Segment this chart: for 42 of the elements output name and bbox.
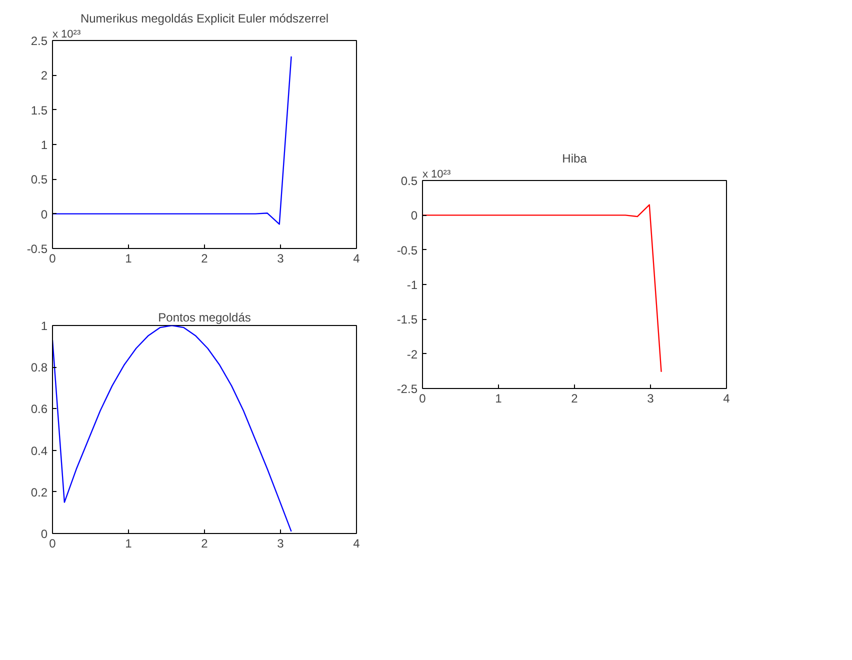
y-tick-label: 0.2 <box>30 485 48 500</box>
x-tick-label: 1 <box>125 252 132 266</box>
y-tick-label: -1 <box>406 278 418 292</box>
y-tick-label: 0.5 <box>400 174 418 188</box>
y-tick-label: 0 <box>40 207 48 222</box>
x-tick-label: 0 <box>49 252 56 266</box>
x-tick-label: 4 <box>353 252 360 266</box>
x-tick-label: 1 <box>125 536 132 550</box>
x-tick-label: 3 <box>277 252 284 266</box>
y-tick-label: -0.5 <box>396 243 418 258</box>
y-tick-label: 1 <box>40 138 48 152</box>
text: x 10²³ <box>52 28 81 40</box>
y-tick-label: 0.6 <box>30 402 48 416</box>
y-tick-label: 0 <box>410 208 418 223</box>
y-tick-label: 1 <box>40 319 48 333</box>
y-tick-label: -0.5 <box>26 242 48 256</box>
line-series <box>422 204 662 372</box>
chart-title: Hiba <box>562 152 588 166</box>
y-tick-label: 0.8 <box>30 360 48 375</box>
x-tick-label: 0 <box>49 536 56 550</box>
x-tick-label: 3 <box>647 392 654 406</box>
x-tick-label: 4 <box>353 536 360 550</box>
chart-title: Pontos megoldás <box>158 310 251 324</box>
text: x 10²³ <box>422 168 451 180</box>
line-series <box>52 56 292 225</box>
chart-title: Numerikus megoldás Explicit Euler módszerrel <box>80 12 329 26</box>
y-tick-label: 2.5 <box>30 34 48 48</box>
x-tick-label: 1 <box>495 392 502 406</box>
y-tick-label: -1.5 <box>396 312 418 327</box>
y-tick-label: -2.5 <box>396 382 418 396</box>
y-tick-label: 1.5 <box>30 103 48 118</box>
x-tick-label: 2 <box>201 536 208 550</box>
x-tick-label: 2 <box>201 252 208 266</box>
y-tick-label: 0.4 <box>30 444 48 458</box>
x-tick-label: 2 <box>571 392 578 406</box>
x-tick-label: 0 <box>419 392 426 406</box>
x-tick-label: 3 <box>277 536 284 550</box>
y-tick-label: 2 <box>40 68 48 83</box>
y-tick-label: -2 <box>406 347 418 362</box>
x-tick-label: 4 <box>723 392 730 406</box>
y-tick-label: 0 <box>40 527 48 541</box>
y-tick-label: 0.5 <box>30 172 48 187</box>
